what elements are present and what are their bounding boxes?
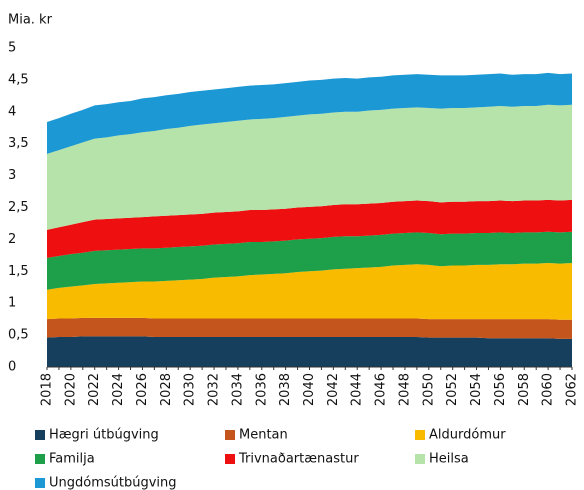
legend-swatch — [415, 430, 425, 440]
legend-swatch — [35, 430, 45, 440]
x-tick-label: 2040 — [302, 373, 317, 406]
x-tick-label: 2030 — [183, 373, 198, 406]
area — [47, 263, 572, 320]
y-axis-label: Mia. kr — [8, 13, 53, 28]
x-tick-label: 2060 — [541, 373, 556, 406]
x-tick-label: 2062 — [565, 373, 580, 406]
x-tick-label: 2048 — [397, 373, 412, 406]
x-tick-label: 2058 — [517, 373, 532, 406]
x-tick-label: 2032 — [207, 373, 222, 406]
area — [47, 336, 572, 367]
legend-swatch — [415, 454, 425, 464]
legend-label: Aldurdómur — [429, 428, 506, 443]
area — [47, 231, 572, 290]
y-tick-label: 1,5 — [8, 264, 29, 279]
x-tick-label: 2054 — [469, 373, 484, 406]
x-tick-label: 2046 — [374, 373, 389, 406]
legend-swatch — [35, 478, 45, 488]
legend-label: Ungdómsútbúgving — [49, 476, 177, 490]
x-tick-label: 2042 — [326, 373, 341, 406]
legend-swatch — [35, 454, 45, 464]
y-tick-label: 1 — [8, 296, 16, 311]
x-tick-label: 2022 — [87, 373, 102, 406]
area — [47, 104, 572, 230]
legend-swatch — [225, 430, 235, 440]
y-tick-label: 4,5 — [8, 72, 29, 87]
y-tick-label: 2,5 — [8, 200, 29, 215]
x-tick-label: 2020 — [63, 373, 78, 406]
legend-label: Familja — [49, 452, 95, 467]
area — [47, 317, 572, 339]
x-tick-label: 2036 — [254, 373, 269, 406]
y-tick-label: 3,5 — [8, 136, 29, 151]
x-tick-label: 2026 — [135, 373, 150, 406]
legend-label: Trivnaðartænastur — [238, 452, 359, 467]
x-tick-label: 2038 — [278, 373, 293, 406]
x-tick-label: 2018 — [40, 373, 55, 406]
area — [47, 72, 572, 154]
y-tick-label: 2 — [8, 232, 16, 247]
area — [47, 199, 572, 258]
x-tick-label: 2024 — [111, 373, 126, 406]
legend-label: Heilsa — [429, 452, 469, 467]
legend-swatch — [225, 454, 235, 464]
x-tick-label: 2034 — [230, 373, 245, 406]
y-tick-label: 0,5 — [8, 328, 29, 343]
y-tick-label: 0 — [8, 360, 16, 375]
y-tick-label: 3 — [8, 168, 16, 183]
x-tick-label: 2044 — [350, 373, 365, 406]
x-tick-label: 2056 — [493, 373, 508, 406]
x-tick-label: 2050 — [421, 373, 436, 406]
x-tick-label: 2028 — [159, 373, 174, 406]
legend-label: Mentan — [239, 428, 288, 443]
y-tick-label: 4 — [8, 104, 16, 119]
y-tick-label: 5 — [8, 41, 16, 56]
legend-label: Hægri útbúgving — [49, 428, 159, 443]
x-tick-label: 2052 — [445, 373, 460, 406]
